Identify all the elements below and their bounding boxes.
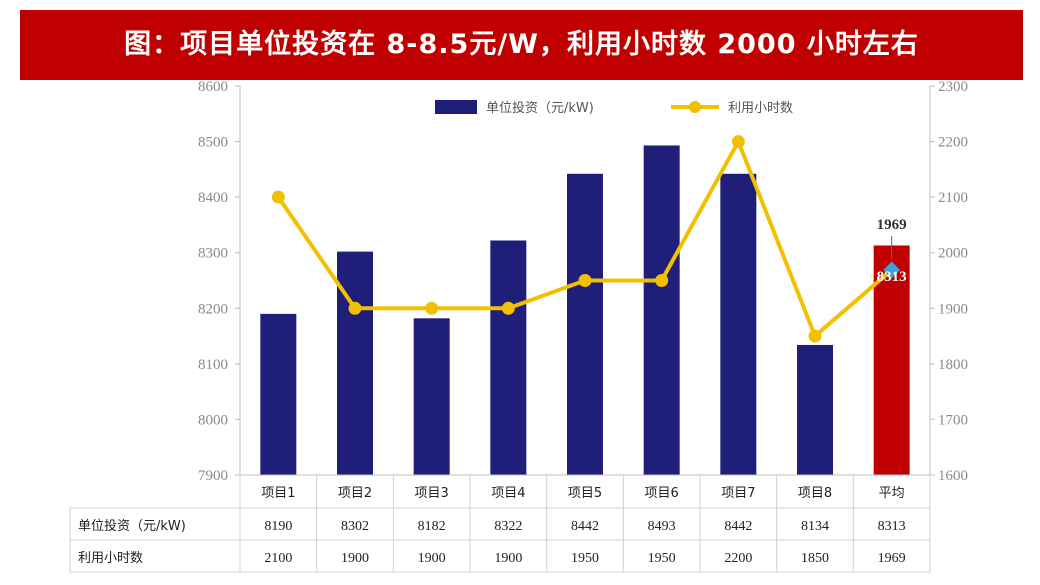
table-cell: 8313 xyxy=(878,519,906,534)
legend-bar-label: 单位投资（元/kW) xyxy=(486,100,594,116)
table-cell: 8190 xyxy=(264,519,292,534)
legend-bar-swatch xyxy=(435,100,477,114)
category-label-9: 平均 xyxy=(879,486,905,501)
title-banner: 图：项目单位投资在 8-8.5元/W，利用小时数 2000 小时左右 xyxy=(20,10,1023,80)
table-cell: 8493 xyxy=(648,519,676,534)
bar-3 xyxy=(413,318,450,475)
right-tick-label: 1600 xyxy=(938,468,968,484)
hours-point-3 xyxy=(425,301,439,315)
bar-4 xyxy=(490,240,527,475)
table-row-header-1: 单位投资（元/kW) xyxy=(78,518,186,534)
bar-5 xyxy=(567,173,603,475)
bar-8 xyxy=(797,344,833,475)
legend-line-marker xyxy=(689,101,701,113)
legend-line-label: 利用小时数 xyxy=(728,101,793,116)
left-tick-label: 7900 xyxy=(198,468,228,484)
category-label-7: 项目7 xyxy=(721,486,755,501)
left-tick-label: 8100 xyxy=(198,357,228,373)
table-cell: 1950 xyxy=(571,551,599,566)
avg-invest-label: 8313 xyxy=(877,269,907,285)
hours-point-6 xyxy=(655,274,669,287)
table-cell: 1900 xyxy=(341,551,369,566)
hours-point-7 xyxy=(731,135,745,149)
bar-6 xyxy=(643,145,680,475)
left-tick-label: 8000 xyxy=(198,412,228,428)
bar-1 xyxy=(260,313,297,475)
hours-point-2 xyxy=(348,301,362,315)
table-cell: 1900 xyxy=(494,551,522,566)
left-tick-label: 8200 xyxy=(198,301,228,317)
table-row-header-2: 利用小时数 xyxy=(78,551,143,566)
hours-point-1 xyxy=(271,190,285,204)
table-cell: 1850 xyxy=(801,551,829,566)
table-cell: 8302 xyxy=(341,519,369,534)
table-cell: 1950 xyxy=(648,551,676,566)
table-cell: 8442 xyxy=(571,519,599,534)
table-cell: 1969 xyxy=(878,551,906,566)
table-cell: 2200 xyxy=(724,551,752,566)
right-tick-label: 2100 xyxy=(938,190,968,206)
category-label-6: 项目6 xyxy=(645,486,679,501)
category-label-4: 项目4 xyxy=(491,486,525,501)
table-cell: 1900 xyxy=(418,551,446,566)
category-label-8: 项目8 xyxy=(798,486,832,501)
category-label-1: 项目1 xyxy=(261,486,295,501)
right-tick-label: 2000 xyxy=(938,246,968,262)
table-cell: 2100 xyxy=(264,551,292,566)
bar-9 xyxy=(873,245,910,475)
table-cell: 8322 xyxy=(494,519,522,534)
right-tick-label: 1800 xyxy=(938,357,968,373)
chart-title: 图：项目单位投资在 8-8.5元/W，利用小时数 2000 小时左右 xyxy=(124,29,919,60)
right-tick-label: 2200 xyxy=(938,135,968,151)
hours-point-avg xyxy=(883,261,901,279)
category-label-5: 项目5 xyxy=(568,486,602,501)
hours-point-8 xyxy=(808,329,822,343)
right-tick-label: 2300 xyxy=(938,79,968,95)
left-tick-label: 8600 xyxy=(198,79,228,95)
right-tick-label: 1900 xyxy=(938,301,968,317)
left-tick-label: 8400 xyxy=(198,190,228,206)
right-tick-label: 1700 xyxy=(938,412,968,428)
left-tick-label: 8300 xyxy=(198,246,228,262)
bar-2 xyxy=(337,251,373,475)
avg-hours-label: 1969 xyxy=(877,217,907,233)
table-cell: 8182 xyxy=(418,519,446,534)
left-tick-label: 8500 xyxy=(198,135,228,151)
category-label-2: 项目2 xyxy=(338,486,372,501)
table-cell: 8134 xyxy=(801,519,829,534)
table-cell: 8442 xyxy=(724,519,752,534)
hours-point-4 xyxy=(501,301,515,315)
bar-7 xyxy=(720,173,757,475)
category-label-3: 项目3 xyxy=(415,486,449,501)
hours-point-5 xyxy=(578,274,592,287)
